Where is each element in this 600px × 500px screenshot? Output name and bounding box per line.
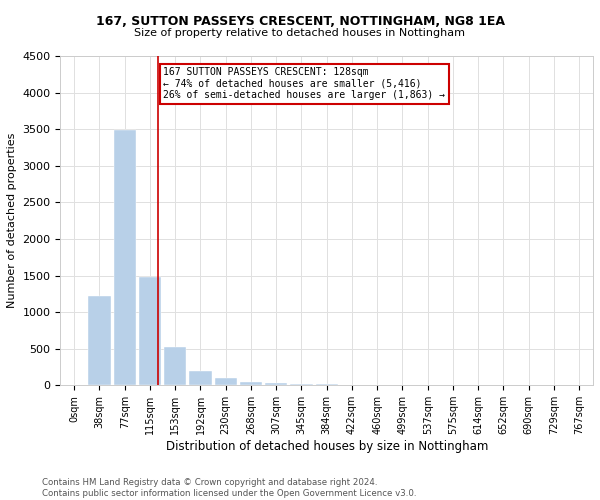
Bar <box>164 347 187 386</box>
Bar <box>113 130 136 386</box>
Text: Contains HM Land Registry data © Crown copyright and database right 2024.
Contai: Contains HM Land Registry data © Crown c… <box>42 478 416 498</box>
Text: 167, SUTTON PASSEYS CRESCENT, NOTTINGHAM, NG8 1EA: 167, SUTTON PASSEYS CRESCENT, NOTTINGHAM… <box>95 15 505 28</box>
Bar <box>265 383 287 386</box>
Y-axis label: Number of detached properties: Number of detached properties <box>7 133 17 308</box>
Bar <box>341 384 363 386</box>
Text: 167 SUTTON PASSEYS CRESCENT: 128sqm
← 74% of detached houses are smaller (5,416): 167 SUTTON PASSEYS CRESCENT: 128sqm ← 74… <box>163 67 445 100</box>
Bar <box>88 296 110 386</box>
Bar <box>316 384 338 386</box>
Bar <box>240 382 262 386</box>
X-axis label: Distribution of detached houses by size in Nottingham: Distribution of detached houses by size … <box>166 440 488 453</box>
Text: Size of property relative to detached houses in Nottingham: Size of property relative to detached ho… <box>134 28 466 38</box>
Bar <box>190 371 212 386</box>
Bar <box>215 378 237 386</box>
Bar <box>290 384 313 386</box>
Bar <box>139 277 161 386</box>
